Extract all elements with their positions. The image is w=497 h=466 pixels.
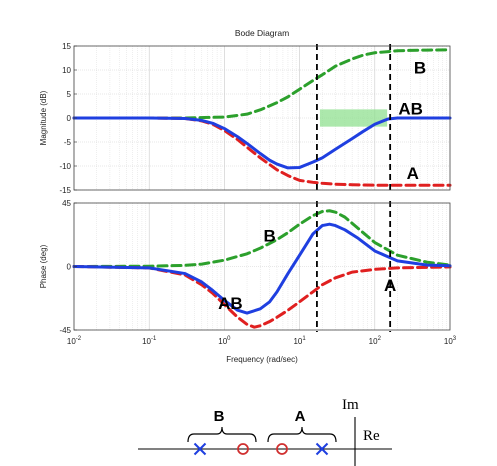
chart-title: Bode Diagram <box>235 28 289 38</box>
zero-a <box>276 443 288 455</box>
group-label-b: B <box>214 408 225 425</box>
re-axis-label: Re <box>363 428 380 444</box>
x-tick-label: 102 <box>369 336 382 346</box>
y-axis-label: Magnitude (dB) <box>39 90 48 145</box>
y-tick-label: -45 <box>59 326 71 335</box>
brace-b <box>187 426 257 443</box>
y-tick-label: 15 <box>62 42 71 51</box>
curve-label-ab: AB <box>218 294 243 313</box>
brace-a <box>267 426 337 443</box>
y-axis-label: Phase (deg) <box>39 244 48 288</box>
y-tick-label: 45 <box>62 199 71 208</box>
y-tick-label: -5 <box>64 138 72 147</box>
shaded-band <box>319 109 388 127</box>
series-line-a <box>72 265 452 329</box>
x-tick-label: 100 <box>218 336 231 346</box>
y-tick-label: 5 <box>67 90 72 99</box>
pole-a <box>315 442 329 456</box>
pole-zero-diagram <box>138 417 392 466</box>
x-tick-label: 103 <box>444 336 457 346</box>
y-tick-label: -10 <box>59 162 71 171</box>
x-tick-label: 10-2 <box>67 336 82 346</box>
group-label-a: A <box>295 408 306 425</box>
series-line-b <box>72 48 452 120</box>
zero-b <box>237 443 249 455</box>
pole-b <box>193 442 207 456</box>
im-axis-label: Im <box>342 397 359 413</box>
series-line-ab <box>72 222 452 315</box>
series-line-b <box>72 209 452 268</box>
y-tick-label: 0 <box>67 263 72 272</box>
curve-label-a: A <box>407 164 419 183</box>
curve-label-ab: AB <box>398 99 423 118</box>
panel-magnitude <box>72 44 452 192</box>
x-tick-label: 101 <box>293 336 306 346</box>
x-tick-label: 10-1 <box>142 336 157 346</box>
curve-label-a: A <box>384 276 396 295</box>
panel-phase <box>72 201 452 332</box>
x-axis-label: Frequency (rad/sec) <box>226 355 298 364</box>
y-tick-label: 0 <box>67 114 72 123</box>
curve-label-b: B <box>414 59 426 78</box>
y-tick-label: 10 <box>62 66 71 75</box>
series-line-ab <box>72 116 452 170</box>
y-tick-label: -15 <box>59 186 71 195</box>
curve-label-b: B <box>264 226 276 245</box>
